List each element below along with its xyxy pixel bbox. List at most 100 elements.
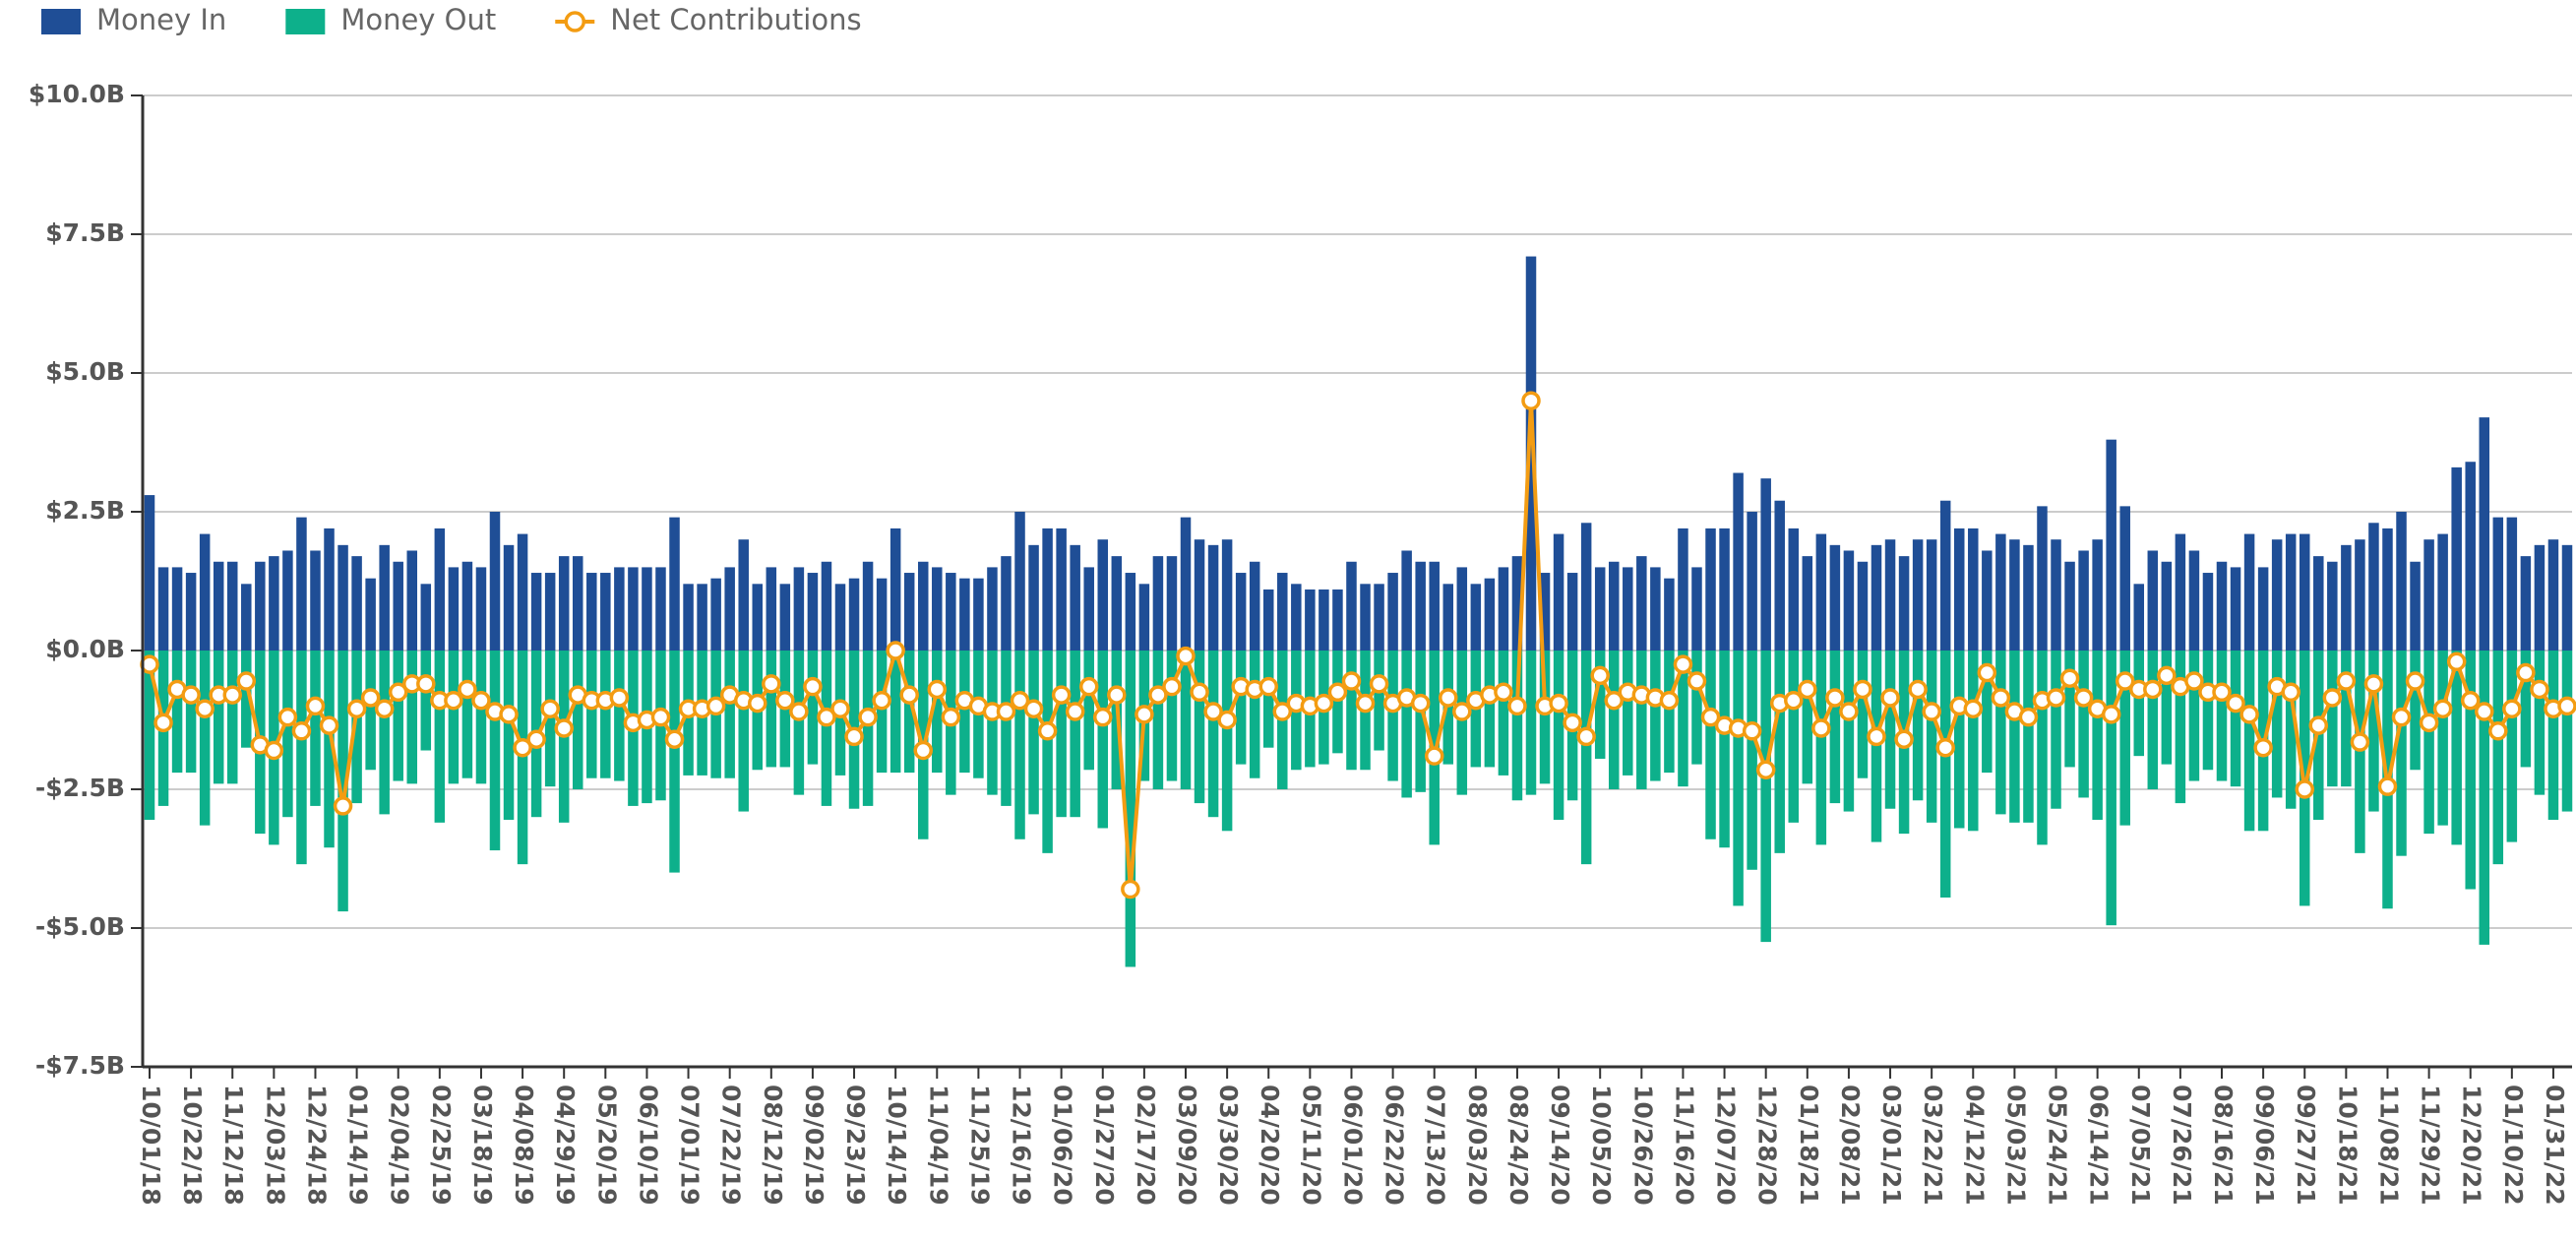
- bar: [2492, 651, 2504, 865]
- bar: [1401, 550, 1412, 651]
- bar: [752, 584, 764, 651]
- point: [2101, 705, 2121, 724]
- bar: [2202, 573, 2214, 651]
- point: [2350, 732, 2370, 752]
- x-tick-label: 09/23/19: [841, 1085, 870, 1206]
- bar: [932, 651, 943, 774]
- point: [2377, 776, 2398, 796]
- bar: [2547, 651, 2559, 821]
- bar: [903, 651, 915, 774]
- bar: [1249, 651, 1260, 778]
- bar: [1097, 539, 1109, 651]
- point: [927, 679, 948, 700]
- point: [513, 737, 532, 758]
- x-tick-label: 01/18/21: [1795, 1085, 1823, 1206]
- bar: [669, 517, 680, 651]
- point: [1563, 713, 1582, 733]
- bar: [296, 517, 307, 651]
- bar: [1056, 528, 1067, 651]
- bar: [1553, 651, 1564, 821]
- x-tick-label: 11/12/18: [219, 1085, 248, 1206]
- point: [872, 691, 891, 711]
- point: [817, 707, 836, 727]
- bar: [461, 651, 473, 778]
- bar: [2396, 651, 2407, 856]
- bar: [1166, 651, 1178, 781]
- point: [1369, 674, 1389, 694]
- bar: [1083, 567, 1094, 651]
- bar: [2479, 651, 2490, 945]
- bar: [1442, 584, 1454, 651]
- x-tick-label: 05/20/19: [592, 1085, 621, 1206]
- bar: [1374, 584, 1384, 651]
- bar: [1442, 651, 1454, 765]
- bar: [586, 573, 597, 651]
- bar: [2119, 651, 2130, 826]
- point: [1798, 679, 1817, 700]
- point: [650, 707, 671, 727]
- bar: [1346, 561, 1357, 651]
- point: [1341, 671, 1362, 691]
- point: [1853, 679, 1872, 700]
- bar: [1152, 556, 1164, 651]
- bar: [1953, 528, 1965, 651]
- point: [319, 715, 339, 735]
- bar: [171, 567, 183, 651]
- x-tick-label: 06/10/19: [634, 1085, 662, 1206]
- bar: [1664, 578, 1675, 651]
- bar: [738, 651, 749, 812]
- bar: [1001, 556, 1012, 651]
- x-tick-label: 07/01/19: [676, 1085, 705, 1206]
- bar: [1884, 651, 1896, 809]
- bar: [241, 651, 252, 748]
- bar: [710, 578, 721, 651]
- bar: [1180, 517, 1192, 651]
- bar: [1760, 651, 1771, 943]
- bar: [2285, 651, 2297, 809]
- bar: [337, 544, 348, 651]
- point: [1023, 699, 1044, 718]
- bar: [876, 578, 888, 651]
- bar: [2313, 651, 2324, 821]
- bar: [1539, 651, 1551, 784]
- bar: [2465, 651, 2476, 890]
- point: [2460, 691, 2481, 711]
- bar: [1608, 561, 1620, 651]
- bar: [766, 567, 777, 651]
- point: [1162, 676, 1182, 697]
- x-tick-label: 07/13/20: [1422, 1085, 1450, 1206]
- bar: [807, 651, 819, 765]
- x-tick-label: 10/22/18: [178, 1085, 207, 1206]
- bar: [1028, 544, 1039, 651]
- bar: [489, 651, 501, 851]
- bar: [517, 651, 528, 865]
- point: [1355, 693, 1376, 714]
- point: [1507, 696, 1527, 716]
- bar: [1995, 651, 2006, 815]
- bar: [2119, 506, 2130, 651]
- bar: [1678, 528, 1688, 651]
- bar: [2147, 651, 2159, 789]
- bar: [959, 578, 970, 651]
- bar: [448, 567, 460, 651]
- x-tick-label: 01/14/19: [344, 1085, 373, 1206]
- bar: [1235, 651, 1247, 765]
- bar: [1788, 528, 1800, 651]
- y-tick-label: $10.0B: [29, 80, 125, 108]
- point: [374, 699, 395, 718]
- x-tick-label: 01/27/20: [1090, 1085, 1119, 1206]
- bar: [2506, 651, 2518, 842]
- x-tick-label: 10/05/20: [1587, 1085, 1616, 1206]
- bar: [1346, 651, 1357, 771]
- point: [858, 707, 878, 727]
- bar: [379, 651, 390, 815]
- bar: [1939, 651, 1951, 898]
- point: [2363, 674, 2384, 694]
- bar: [2243, 651, 2255, 832]
- bar: [1623, 651, 1633, 776]
- point: [1839, 702, 1859, 721]
- x-tick-label: 10/18/21: [2333, 1085, 2361, 1206]
- bar: [793, 651, 805, 795]
- bar: [1152, 651, 1164, 789]
- bar: [475, 567, 487, 651]
